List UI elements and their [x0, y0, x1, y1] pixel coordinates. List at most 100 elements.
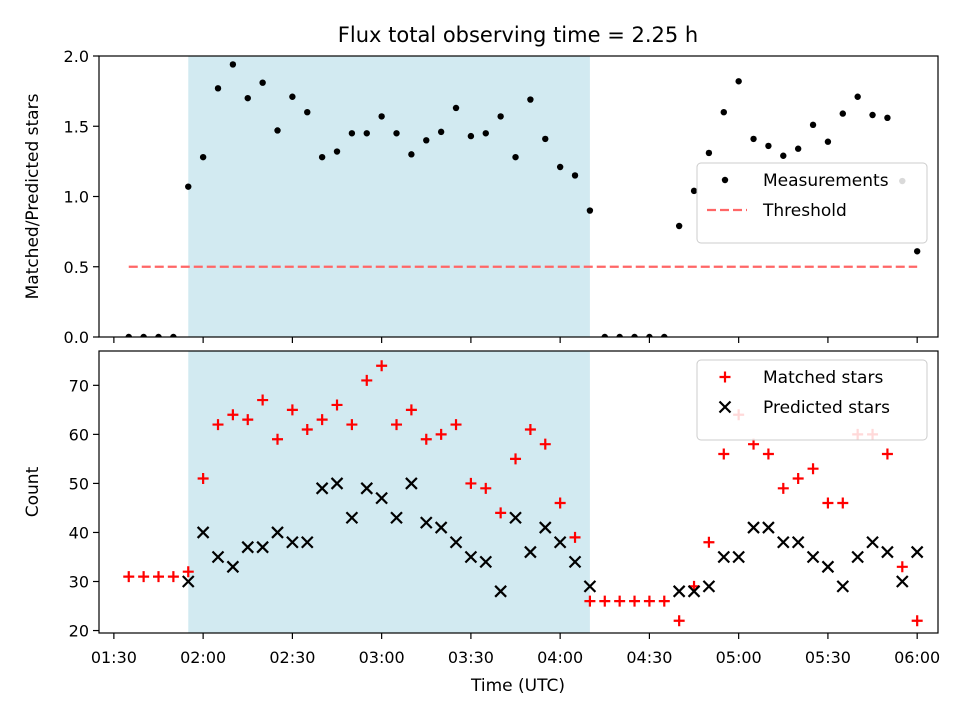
matched-stars-point: [614, 595, 626, 607]
legend-box: [696, 359, 928, 441]
predicted-stars-point: [315, 482, 329, 495]
matched-stars-point: [153, 571, 165, 583]
matched-stars-point: [167, 571, 179, 583]
y-tick-label: 2.0: [64, 47, 89, 66]
predicted-stars-point: [821, 560, 835, 574]
measurements-point: [913, 248, 921, 255]
matched-stars-point: [197, 473, 209, 485]
predicted-stars-point: [181, 575, 195, 588]
predicted-stars-point: [836, 580, 850, 593]
matched-stars-point: [762, 448, 774, 460]
matched-stars-point: [495, 507, 507, 519]
legend: Measurements Threshold: [696, 162, 928, 244]
measurements-point: [244, 94, 251, 102]
matched-stars-point: [420, 433, 432, 445]
x-tick-label: 01:30: [91, 648, 137, 667]
matched-stars-point: [881, 448, 893, 460]
matched-stars-point: [703, 536, 715, 548]
measurements-point: [720, 109, 727, 116]
measurements-point: [616, 333, 623, 337]
measurements-point: [869, 111, 876, 119]
measurements-point: [274, 127, 281, 134]
matched-stars-point: [138, 571, 150, 583]
chart-title: Flux total observing time = 2.25 h: [338, 23, 698, 47]
predicted-stars-point: [524, 545, 537, 559]
measurements-point: [839, 110, 846, 117]
matched-stars-point: [911, 615, 923, 627]
measurements-point: [542, 135, 549, 143]
measurements-point: [318, 153, 326, 161]
matched-stars-point: [331, 399, 343, 411]
predicted-stars-point: [806, 550, 820, 564]
matched-stars-point: [658, 595, 670, 607]
measurements-point: [780, 152, 787, 159]
x-tick-label: 05:30: [805, 648, 851, 667]
predicted-stars-point: [464, 550, 478, 564]
x-axis-label: Time (UTC): [470, 676, 565, 696]
measurements-point: [571, 172, 579, 179]
measurements-point: [750, 135, 757, 143]
measurements-point: [140, 333, 147, 337]
predicted-stars-point: [419, 516, 433, 529]
matched-stars-point: [123, 571, 135, 583]
predicted-stars-point: [568, 555, 582, 569]
matched-stars-point: [182, 566, 194, 578]
measurements-point: [482, 130, 489, 137]
legend-box: [696, 162, 928, 244]
measurements-point: [556, 163, 564, 171]
measurements-point: [214, 85, 222, 92]
y-tick-label: 30: [69, 573, 89, 592]
measurements-point: [527, 96, 534, 103]
matched-stars-point: [554, 497, 566, 509]
predicted-stars-point: [762, 521, 775, 534]
predicted-stars-point: [286, 535, 299, 549]
predicted-stars-point: [345, 511, 359, 525]
measurements-legend-label: Measurements: [763, 171, 889, 191]
predicted-stars-point: [300, 535, 314, 549]
shaded-region: [188, 351, 590, 633]
x-tick-label: 03:00: [359, 648, 405, 667]
matched-stars-legend-label: Matched stars: [763, 368, 883, 388]
measurements-point: [661, 333, 668, 337]
measurements-point: [125, 333, 132, 337]
predicted-stars-point: [687, 585, 701, 598]
measurements-point: [467, 132, 475, 140]
y-tick-label: 0.5: [64, 258, 89, 277]
predicted-stars-point: [405, 477, 418, 490]
predicted-stars-legend-marker: [718, 400, 732, 414]
matched-stars-point: [212, 419, 224, 431]
measurements-point: [705, 149, 713, 157]
predicted-stars-point: [896, 575, 909, 588]
measurements-point: [601, 333, 608, 337]
y-tick-label: 1.0: [64, 188, 89, 207]
measurements-point: [824, 138, 832, 145]
x-tick-label: 05:00: [716, 648, 762, 667]
series-layer: [123, 360, 924, 627]
measurements-point: [185, 183, 192, 190]
predicted-stars-point: [583, 580, 597, 593]
measurements-point: [586, 207, 594, 214]
x-tick-label: 03:30: [448, 648, 494, 667]
matched-stars-point: [569, 531, 581, 543]
measurements-point: [765, 142, 772, 150]
measurements-point: [393, 130, 400, 137]
measurements-point: [646, 333, 653, 337]
measurements-point: [854, 93, 861, 100]
measurements-point: [884, 114, 891, 122]
matched-stars-point: [822, 497, 834, 509]
predicted-stars-point: [330, 477, 344, 490]
measurements-point: [423, 137, 430, 144]
measurements-point: [170, 333, 177, 337]
predicted-stars-point: [494, 585, 507, 598]
measurements-point: [452, 104, 460, 112]
measurements-legend-marker: [721, 176, 729, 184]
matched-stars-point: [257, 394, 269, 406]
shaded-region: [188, 56, 590, 337]
matched-stars-point: [510, 453, 522, 465]
top-panel: 0.0 0.5 1.0 1.5 2.0 Matched/Predicted stars Me…: [23, 47, 939, 347]
predicted-stars-point: [777, 535, 790, 549]
axes-frame: [98, 350, 939, 634]
measurements-point: [690, 187, 698, 195]
